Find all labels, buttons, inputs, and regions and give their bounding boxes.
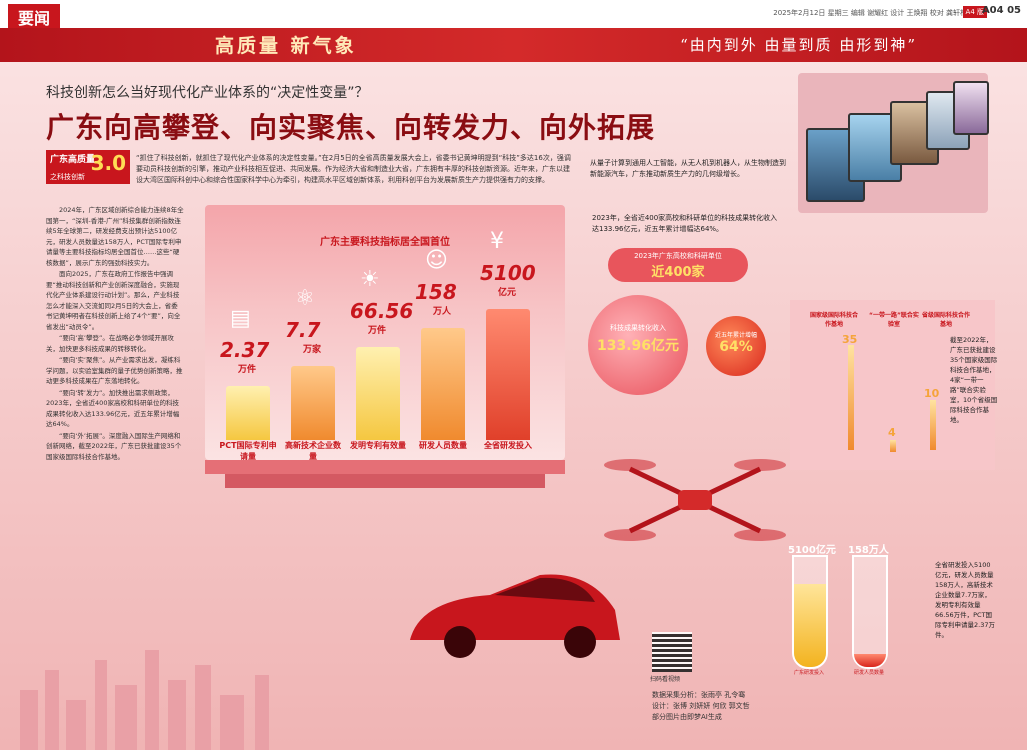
rd-tube-value: 158万人 — [848, 545, 889, 556]
stat-unit: 亿元 — [498, 288, 517, 298]
screen-new-productivity — [953, 81, 989, 135]
stat-value: 2.37 — [220, 338, 270, 362]
car-illustration — [410, 574, 620, 658]
rd-tube — [792, 555, 828, 669]
stat-bar — [226, 386, 270, 440]
page-number: A04 05 — [981, 5, 1021, 16]
yen-icon: ¥ — [490, 229, 504, 254]
income-value: 133.96亿元 — [596, 338, 680, 354]
logo-number: 3.0 — [90, 151, 126, 175]
bases-bar — [848, 345, 854, 450]
income-circle: 科技成果转化收入 133.96亿元 — [588, 295, 688, 395]
tech-image-panel — [798, 73, 989, 213]
bases-value: 4 — [888, 426, 896, 439]
stat-value: 66.56 — [350, 299, 414, 323]
kicker: 科技创新怎么当好现代化产业体系的“决定性变量”？ — [46, 85, 369, 101]
body-paragraph: 2024年，广东区域创新综合能力连续8年全国第一，“深圳-香港-广州”科技集群创… — [46, 206, 184, 267]
section-tag: 要闻 — [8, 4, 61, 30]
stat-value: 7.7 — [285, 318, 321, 342]
universities-pill: 2023年广东高校和科研单位 近400家 — [608, 248, 748, 282]
stat-unit: 万件 — [368, 326, 387, 336]
stat-bar — [291, 366, 335, 440]
bases-value: 35 — [842, 333, 858, 346]
stat-label: 全省研发投入 — [484, 441, 532, 450]
bases-bar — [890, 440, 896, 452]
bases-header: 省级国际科技合作基地 — [921, 312, 970, 328]
transfer-graphic: 2023年广东高校和科研单位 近400家 科技成果转化收入 133.96亿元 近… — [588, 240, 768, 410]
banner-title: 高质量 新气象 — [215, 35, 357, 57]
panel-base-lower — [225, 474, 545, 488]
body-paragraph: “要向‘外’拓展”。深度融入国际生产网络和创新网络，截至2022年，广东已获批建… — [46, 431, 182, 461]
document-icon: ▤ — [230, 306, 251, 331]
city-skyline — [20, 650, 269, 750]
stat-bar — [421, 328, 465, 440]
qr-label: 扫码看视频 — [650, 676, 681, 683]
growth-title: 近五年累计增幅 — [714, 332, 757, 339]
stat-label: 研发人员数量 — [419, 441, 467, 450]
logo-line2: 之科技创新 — [50, 173, 85, 181]
credit-line: 设计：张博 刘妍妍 何欣 郭文哲 — [652, 702, 750, 710]
growth-value: 64% — [719, 339, 753, 355]
banner: 高质量 新气象 “由内到外 由量到质 由形到神” — [0, 28, 1027, 62]
credit-line: 数据采集分析：张雨亭 孔令骞 — [652, 691, 746, 699]
stat-value: 5100 — [480, 261, 536, 285]
universities-value: 近400家 — [651, 265, 705, 280]
body-paragraph: “要向‘转’发力”。加快推出需求侧政策，2023年，全省近400家高校和科研单位… — [46, 388, 180, 429]
tech-caption: 从量子计算到通用人工智能，从无人机到机器人，从生物制造到新能源汽车，广东推动新质… — [590, 159, 786, 178]
atom-icon: ⚛ — [295, 286, 315, 311]
qr-code[interactable] — [652, 632, 692, 672]
rd-tube-label: 研发人员数量 — [853, 670, 884, 676]
headline: 广东向高攀登、向实聚焦、向转发力、向外拓展 — [46, 111, 656, 144]
income-title: 科技成果转化收入 — [610, 324, 666, 332]
intro-paragraph: “抓住了科技创新，就抓住了现代化产业体系的决定性变量。”在2月5日的全省高质量发… — [136, 154, 571, 184]
rd-tube-fill — [794, 584, 826, 667]
page-meta: 2025年2月12日 星期三 编辑 谢耀红 设计 王焕翔 校对 龚轩林 — [773, 9, 967, 17]
top-bar: 要闻 2025年2月12日 星期三 编辑 谢耀红 设计 王焕翔 校对 龚轩林 A… — [0, 0, 1027, 30]
stat-unit: 万件 — [238, 365, 257, 375]
bases-header: 国家级国际科技合作基地 — [809, 312, 858, 328]
stat-unit: 万人 — [433, 307, 452, 317]
stat-bar — [486, 309, 530, 440]
stat-unit: 万家 — [303, 345, 322, 355]
body-column: 2024年，广东区域创新综合能力连续8年全国第一，“深圳-香港-广州”科技集群创… — [46, 205, 184, 463]
bulb-icon: ☀ — [360, 267, 380, 292]
rd-tube-value: 5100亿元 — [788, 545, 836, 556]
bases-header: “一带一路”联合实验室 — [869, 312, 919, 328]
stat-label: 高新技术企业数量 — [285, 441, 341, 461]
date-badge: A4 版 — [962, 6, 987, 18]
body-paragraph: “要向‘实’聚焦”。从产业需求出发，凝练科学问题，以实验室集群的量子优势创新策略… — [46, 356, 183, 385]
stat-label: PCT国际专利申请量 — [219, 441, 277, 461]
credits: 数据采集分析：张雨亭 孔令骞 设计：张博 刘妍妍 何欣 郭文哲 部分图片由即梦A… — [652, 690, 750, 723]
transfer-note: 2023年，全省近400家高校和科研单位的科技成果转化收入达133.96亿元，近… — [592, 214, 778, 233]
logo-line1: 广东高质量 — [50, 155, 96, 165]
people-icon: ☺ — [425, 248, 448, 273]
universities-title: 2023年广东高校和科研单位 — [634, 252, 722, 260]
bases-bar — [930, 400, 936, 450]
stat-label: 发明专利有效量 — [350, 441, 406, 450]
bases-text: 截至2022年，广东已获批建设35个国家级国际科技合作基地，4家“一带一路”联合… — [950, 336, 998, 424]
growth-circle: 近五年累计增幅 64% — [706, 316, 766, 376]
panel-base — [205, 460, 565, 474]
banner-slogan: “由内到外 由量到质 由形到神” — [680, 36, 917, 54]
stat-bar — [356, 347, 400, 440]
rd-tube-fill — [854, 654, 886, 667]
stat-value: 158 — [415, 280, 457, 304]
panel-title: 广东主要科技指标居全国首位 — [320, 237, 450, 248]
rd-tube-label: 广东研发投入 — [793, 670, 824, 676]
rd-text: 全省研发投入5100亿元，研发人员数量158万人，高新技术企业数量7.7万家，发… — [935, 561, 995, 639]
body-paragraph: 面向2025，广东在政府工作报告中强调要“推动科技创新和产业创新深度融合，实施现… — [46, 270, 181, 331]
credit-line: 部分图片由即梦AI生成 — [652, 713, 722, 721]
bases-value: 10 — [924, 387, 940, 400]
drone-illustration — [604, 459, 786, 541]
body-paragraph: “要向‘高’攀登”。在战略必争领域开展攻关，加快更多科技成果的转移转化。 — [46, 334, 174, 353]
rd-tube — [852, 555, 888, 669]
column-logo: 广东高质量 3.0 之科技创新 — [46, 150, 130, 184]
